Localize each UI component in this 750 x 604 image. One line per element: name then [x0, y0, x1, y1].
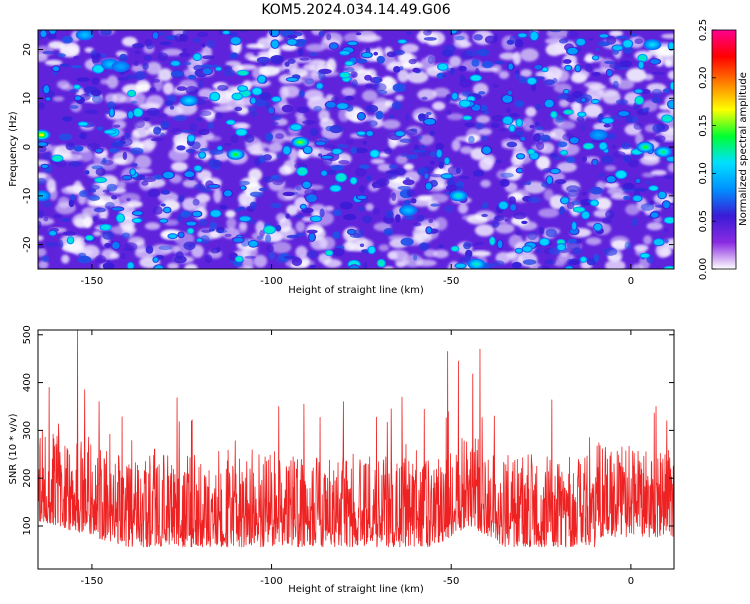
colorbar-tick-label: 0.00	[698, 258, 709, 280]
colorbar-ticks: 0.00 0.05 0.10 0.15 0.20 0.25	[698, 19, 716, 280]
heatmap-y-axis-label: Frequency (Hz)	[8, 111, 19, 187]
snr-line	[38, 330, 674, 548]
x-tick-label: -100	[260, 576, 283, 587]
colorbar-tick-label: 0.20	[698, 67, 709, 89]
heatmap-hotspot	[643, 39, 662, 51]
heatmap-frame	[37, 29, 675, 270]
y-tick-label: 200	[22, 469, 33, 488]
snr-frame	[37, 329, 675, 570]
chart-title: KOM5.2024.034.14.49.G06	[261, 2, 450, 18]
heatmap-x-ticks: -150 -100 -50 0	[81, 30, 634, 287]
x-tick-label: -50	[443, 576, 459, 587]
heatmap-hotspot	[449, 190, 468, 202]
y-tick-label: 300	[22, 421, 33, 440]
colorbar-tick-label: 0.25	[698, 19, 709, 41]
heatmap-hotspot	[75, 30, 94, 41]
heatmap-x-axis-label: Height of straight line (km)	[288, 285, 424, 296]
y-tick-label: 20	[22, 43, 33, 56]
snr-series	[38, 330, 674, 548]
heatmap-hotspot	[111, 61, 130, 73]
colorbar-tick-label: 0.05	[698, 210, 709, 232]
heatmap-hotspot	[654, 146, 673, 158]
heatmap-blobs	[38, 30, 674, 269]
colorbar-tick-label: 0.15	[698, 114, 709, 136]
y-tick-label: 0	[22, 144, 33, 150]
colorbar-tick-label: 0.10	[698, 162, 709, 184]
y-tick-label: 100	[22, 516, 33, 535]
heatmap-hotspot	[467, 258, 486, 269]
x-tick-label: 0	[628, 576, 634, 587]
colorbar: 0.00 0.05 0.10 0.15 0.20 0.25 Normalized spec…	[698, 19, 749, 280]
snr-panel: -150 -100 -50 0 100 200 300 400 500 Height of s…	[8, 325, 675, 595]
snr-y-ticks: 100 200 300 400 500	[22, 325, 674, 536]
colorbar-gradient	[711, 29, 737, 270]
y-tick-label: 400	[22, 373, 33, 392]
x-tick-label: 0	[628, 276, 634, 287]
snr-x-ticks: -150 -100 -50 0	[81, 330, 634, 587]
heatmap-hotspot	[399, 205, 418, 216]
y-tick-label: -10	[22, 188, 33, 204]
snr-x-axis-label: Height of straight line (km)	[288, 584, 424, 595]
snr-y-axis-label: SNR (10 * v/v)	[8, 413, 19, 484]
heatmap-hotspot	[38, 129, 51, 141]
heatmap-hotspot	[589, 129, 608, 141]
x-tick-label: -150	[81, 276, 104, 287]
heatmap-hotspot	[291, 136, 310, 148]
x-tick-label: -50	[443, 276, 459, 287]
heatmap-hotspot	[226, 148, 245, 160]
y-tick-label: 10	[22, 92, 33, 105]
heatmap-hotspot	[38, 190, 51, 202]
heatmap-y-ticks: -20 -10 0 10 20	[22, 43, 674, 253]
colorbar-label: Normalized spectral amplitude	[738, 72, 749, 226]
heatmap-hotspot	[179, 95, 198, 107]
heatmap-texture	[38, 30, 674, 269]
x-tick-label: -150	[81, 576, 104, 587]
heatmap-hotspot	[636, 141, 655, 153]
x-tick-label: -100	[260, 276, 283, 287]
y-tick-label: -20	[22, 236, 33, 252]
y-tick-label: 500	[22, 325, 33, 344]
